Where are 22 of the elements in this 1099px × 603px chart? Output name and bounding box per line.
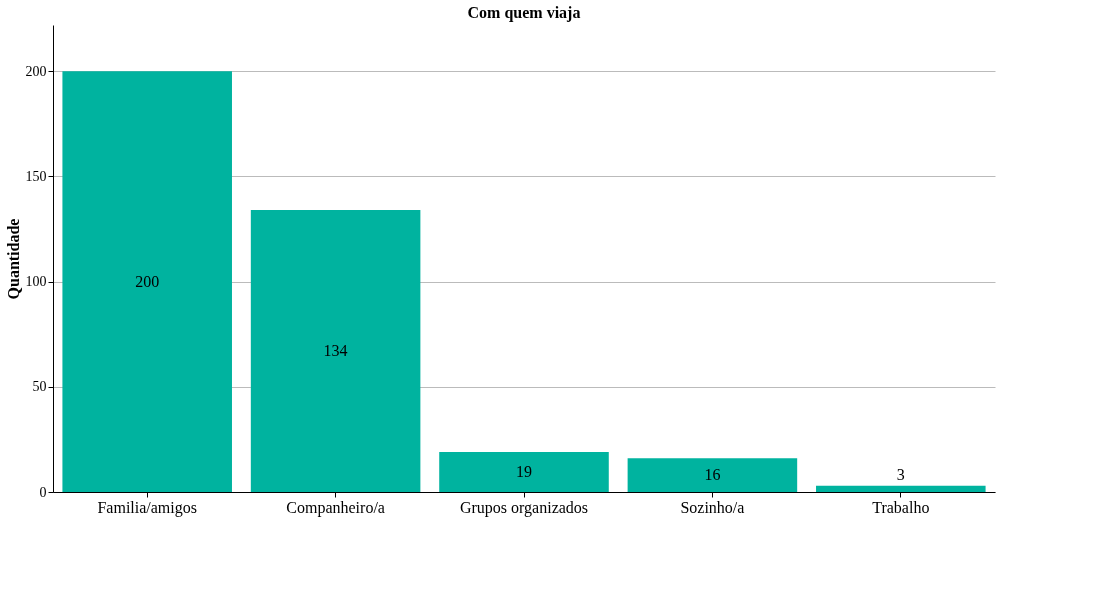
data-label: 134 (323, 342, 348, 360)
x-tick-label: Sozinho/a (680, 498, 745, 516)
bar (439, 452, 609, 492)
data-label: 200 (135, 272, 160, 290)
data-label: 19 (516, 463, 532, 481)
data-label: 16 (704, 466, 721, 484)
y-tick-label: 150 (25, 168, 47, 184)
y-tick-label: 0 (39, 484, 47, 500)
bar (250, 210, 421, 492)
y-axis-title: Quantidade (4, 218, 22, 300)
x-tick-label: Familia/amigos (97, 498, 197, 517)
bar (627, 458, 798, 492)
y-tick-label: 100 (25, 274, 47, 290)
y-tick-label: 200 (25, 63, 47, 79)
y-tick-label: 50 (32, 379, 47, 395)
data-label: 3 (896, 465, 905, 483)
x-tick-label: Grupos organizados (459, 498, 589, 517)
chart-title: Com quem viaja (467, 4, 581, 22)
bar (816, 485, 986, 492)
x-tick-label: Companheiro/a (286, 498, 385, 517)
x-tick-label: Trabalho (872, 498, 930, 516)
bar (62, 71, 232, 492)
